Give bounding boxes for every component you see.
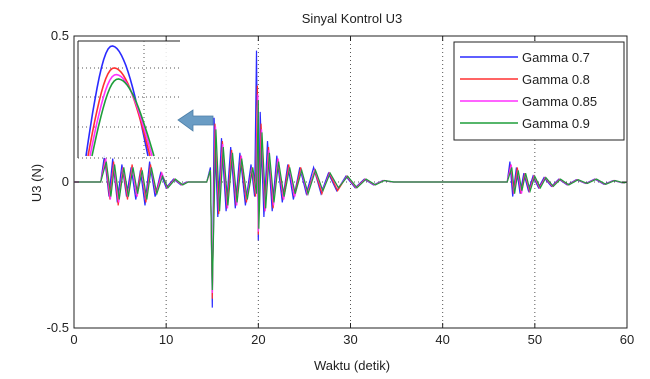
x-tick-label: 30 bbox=[343, 332, 357, 347]
x-tick-label: 40 bbox=[435, 332, 449, 347]
y-tick-label: 0 bbox=[62, 174, 69, 189]
legend-label-1: Gamma 0.7 bbox=[522, 50, 590, 65]
inset-arrow bbox=[177, 109, 214, 132]
series-line-4 bbox=[74, 100, 628, 291]
x-tick-label: 10 bbox=[159, 332, 173, 347]
chart-title: Sinyal Kontrol U3 bbox=[302, 11, 402, 26]
axis-ticks: 0 10 20 30 40 50 60-0.500.5 bbox=[47, 28, 635, 347]
inset-series-line-3 bbox=[89, 73, 153, 157]
x-tick-label: 0 bbox=[70, 332, 77, 347]
legend-label-3: Gamma 0.85 bbox=[522, 94, 597, 109]
legend-label-2: Gamma 0.8 bbox=[522, 72, 590, 87]
x-axis-label: Waktu (detik) bbox=[314, 358, 390, 373]
x-tick-label: 20 bbox=[251, 332, 265, 347]
series-line-1 bbox=[74, 50, 628, 308]
inset-series-line-4 bbox=[91, 78, 155, 157]
legend: Gamma 0.7 Gamma 0.8 Gamma 0.85 Gamma 0.9 bbox=[453, 41, 625, 141]
x-tick-label: 50 bbox=[528, 332, 542, 347]
y-axis-label: U3 (N) bbox=[29, 164, 44, 202]
x-tick-label: 60 bbox=[620, 332, 634, 347]
legend-label-4: Gamma 0.9 bbox=[522, 116, 590, 131]
y-tick-label: 0.5 bbox=[51, 28, 69, 43]
inset-series-line-2 bbox=[87, 67, 151, 157]
y-tick-label: -0.5 bbox=[47, 320, 69, 335]
inset-zoom bbox=[77, 40, 214, 159]
